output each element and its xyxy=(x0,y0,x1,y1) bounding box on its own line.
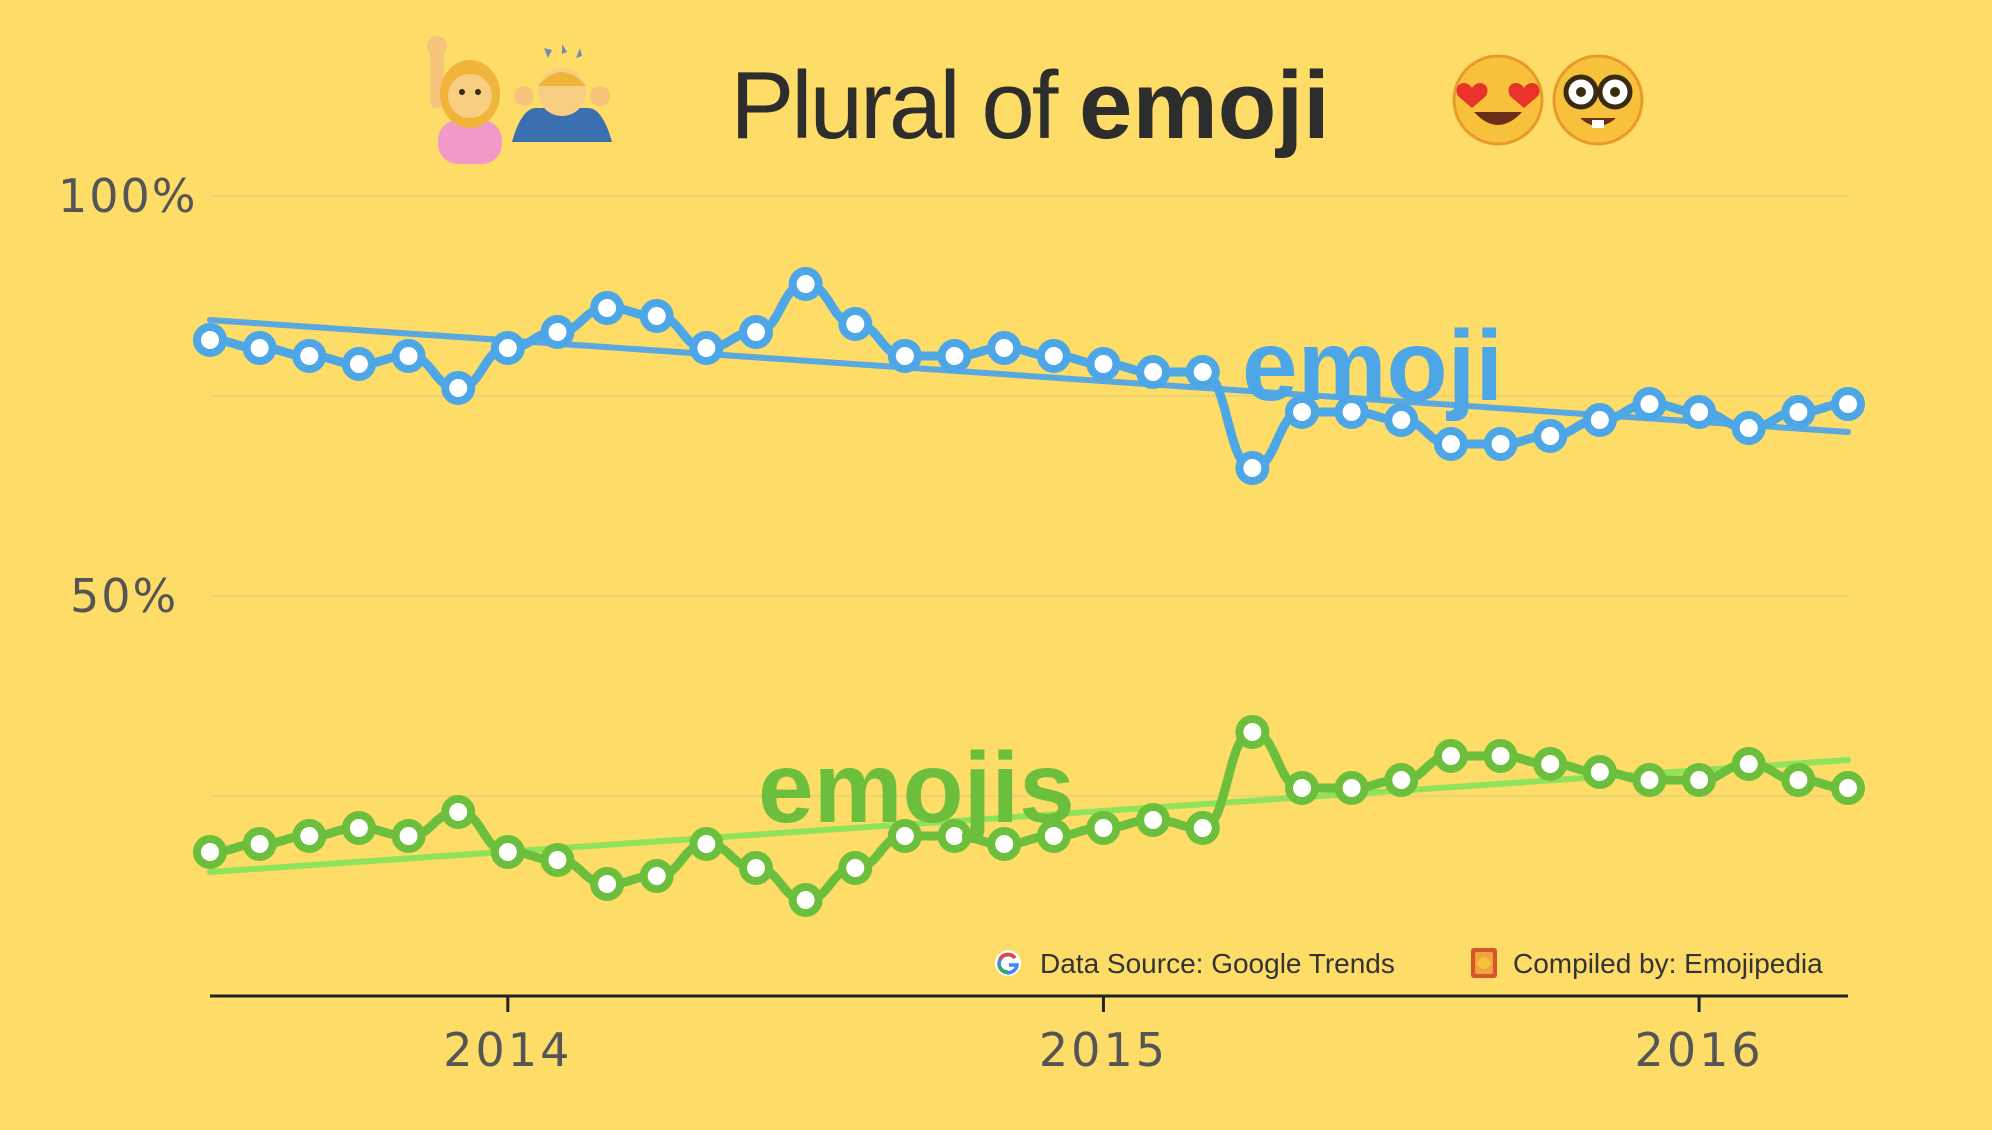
grid-lines xyxy=(210,195,1848,797)
data-source-text: Data Source: Google Trends xyxy=(1040,948,1395,979)
emojis-data-point xyxy=(1533,747,1568,781)
emoji-data-point xyxy=(292,339,327,373)
emojis-data-point xyxy=(292,819,327,853)
emojis-data-point xyxy=(838,851,873,885)
emoji-data-point xyxy=(1582,403,1617,437)
emojis-data-point xyxy=(1334,771,1369,805)
emojis-data-point xyxy=(1136,803,1171,837)
person-gesturing-ok-icon xyxy=(512,44,612,142)
emojis-data-point xyxy=(1831,771,1865,805)
emoji-data-point xyxy=(1483,427,1518,461)
x-tick-label: 2015 xyxy=(1039,1023,1168,1077)
chart-title: Plural of emoji xyxy=(730,52,1330,159)
emojis-data-point xyxy=(590,867,625,901)
chart-title-bold: emoji xyxy=(1079,52,1330,159)
emoji-data-point xyxy=(937,339,972,373)
emojis-data-point xyxy=(441,795,476,829)
emojis-data-point xyxy=(987,827,1022,861)
series-lines xyxy=(193,267,1865,917)
emoji-data-point xyxy=(639,299,674,333)
emojis-data-point xyxy=(1036,819,1071,853)
emojis-data-point xyxy=(1086,811,1121,845)
x-tick-label: 2016 xyxy=(1635,1023,1764,1077)
emojis-data-point xyxy=(1582,755,1617,789)
emoji-data-point xyxy=(1632,387,1667,421)
google-icon xyxy=(995,950,1021,976)
emoji-data-point xyxy=(838,307,873,341)
y-tick-label: 50% xyxy=(70,569,178,623)
emojis-data-point xyxy=(788,883,823,917)
nerd-face-icon xyxy=(1552,54,1644,146)
x-tick-label: 2014 xyxy=(443,1023,572,1077)
emojis-data-point xyxy=(242,827,277,861)
emoji-data-point xyxy=(540,315,575,349)
emoji-series-label: emoji xyxy=(1242,310,1503,422)
trend-lines xyxy=(207,317,1851,875)
series-labels: emoji emojis xyxy=(758,310,1503,844)
emojis-data-point xyxy=(639,859,674,893)
emoji-data-point xyxy=(1533,419,1568,453)
emojis-data-point xyxy=(490,835,525,869)
emoji-data-point xyxy=(739,315,773,349)
emoji-data-point xyxy=(391,339,426,373)
emoji-data-point xyxy=(1136,355,1171,389)
emojis-data-point xyxy=(887,819,922,853)
emojis-data-point xyxy=(391,819,426,853)
y-tick-label: 100% xyxy=(58,169,198,223)
emoji-data-point xyxy=(1235,451,1270,485)
emojipedia-logo-icon xyxy=(1471,948,1497,978)
emojis-data-point xyxy=(937,819,972,853)
emoji-data-point xyxy=(1334,395,1369,429)
emoji-data-point xyxy=(1682,395,1717,429)
emoji-data-point xyxy=(689,331,724,365)
emojis-data-point xyxy=(1731,747,1766,781)
emojis-data-point xyxy=(193,835,227,869)
emoji-data-point xyxy=(590,291,625,325)
emojis-trend-line xyxy=(207,757,1851,875)
emoji-data-point xyxy=(887,339,922,373)
emojis-data-point xyxy=(1781,763,1816,797)
emoji-data-point xyxy=(341,347,376,381)
emojis-data-point xyxy=(540,843,575,877)
compiled-by-text: Compiled by: Emojipedia xyxy=(1513,948,1823,979)
emoji-data-point xyxy=(1036,339,1071,373)
emoji-data-point xyxy=(1781,395,1816,429)
emojis-data-point xyxy=(739,851,773,885)
emojis-data-point xyxy=(1235,715,1270,749)
emojis-data-point xyxy=(1185,811,1220,845)
emojis-data-point xyxy=(341,811,376,845)
emoji-data-point xyxy=(1384,403,1419,437)
heart-eyes-face-icon xyxy=(1452,54,1544,146)
emojis-data-point xyxy=(1285,771,1319,805)
emoji-data-point xyxy=(1831,387,1865,421)
emoji-series-line xyxy=(205,279,1853,473)
emoji-data-point xyxy=(788,267,823,301)
emoji-data-point xyxy=(1433,427,1468,461)
emojis-series-label: emojis xyxy=(758,732,1075,844)
emoji-data-point xyxy=(242,331,277,365)
emojis-data-point xyxy=(689,827,724,861)
emojis-data-point xyxy=(1483,739,1518,773)
emoji-data-point xyxy=(1731,411,1766,445)
chart-title-light: Plural of xyxy=(730,52,1079,159)
x-axis: 2014 2015 2016 xyxy=(210,994,1848,1077)
emojis-data-point xyxy=(1682,763,1717,797)
y-axis-ticks: 100% 50% xyxy=(58,169,198,623)
emoji-data-point xyxy=(193,323,227,357)
emoji-data-point xyxy=(1086,347,1121,381)
emojis-data-point xyxy=(1384,763,1419,797)
emoji-data-point xyxy=(441,371,476,405)
emojis-data-point xyxy=(1433,739,1468,773)
emoji-data-point xyxy=(490,331,525,365)
emoji-trend-line xyxy=(207,317,1851,435)
person-raising-hand-icon xyxy=(427,36,502,164)
emojis-data-point xyxy=(1632,763,1667,797)
emoji-data-point xyxy=(987,331,1022,365)
emoji-data-point xyxy=(1285,395,1319,429)
emoji-data-point xyxy=(1185,355,1220,389)
